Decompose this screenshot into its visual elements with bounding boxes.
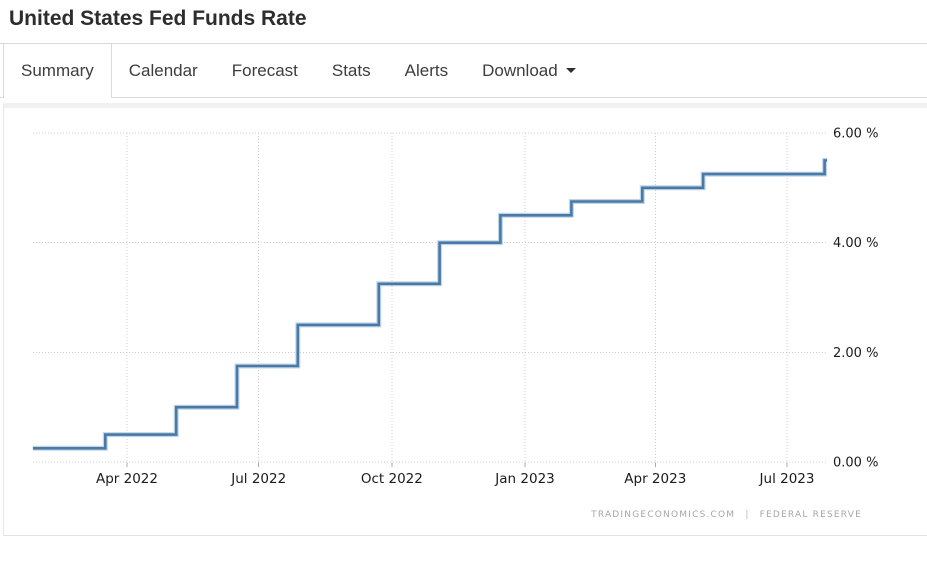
y-axis-tick-label: 4.00 %: [833, 236, 878, 251]
y-axis-tick-label: 6.00 %: [833, 127, 878, 142]
tab-stats[interactable]: Stats: [314, 44, 388, 97]
tab-forecast[interactable]: Forecast: [214, 44, 315, 97]
y-axis-tick-label: 0.00 %: [833, 456, 878, 471]
tab-alerts[interactable]: Alerts: [387, 44, 466, 97]
tab-forecast-label: Forecast: [231, 60, 298, 80]
page-title: United States Fed Funds Rate: [9, 7, 307, 30]
tab-summary[interactable]: Summary: [3, 44, 112, 98]
chart-attribution: TRADINGECONOMICS.COM | FEDERAL RESERVE: [591, 510, 862, 520]
tab-stats-label: Stats: [331, 60, 371, 80]
axis-labels: 0.00 % 2.00 % 4.00 % 6.00 % Apr 2022 Jul 2022…: [96, 127, 878, 488]
tab-download-label: Download: [482, 60, 558, 80]
tab-calendar-label: Calendar: [128, 60, 198, 80]
tab-bar: Summary Calendar Forecast Stats Alerts D…: [0, 44, 927, 98]
x-axis-tick-label: Jan 2023: [494, 471, 554, 487]
y-axis-tick-label: 2.00 %: [833, 346, 878, 361]
attribution-source: FEDERAL RESERVE: [759, 510, 862, 520]
attribution-divider: |: [745, 510, 750, 520]
tab-calendar[interactable]: Calendar: [111, 44, 215, 97]
x-axis-tick-label: Jul 2022: [230, 471, 286, 487]
x-axis-tick-label: Apr 2023: [624, 471, 686, 487]
tab-alerts-label: Alerts: [404, 60, 449, 80]
page-header: United States Fed Funds Rate: [0, 0, 927, 44]
tab-download[interactable]: Download: [465, 44, 593, 97]
attribution-site: TRADINGECONOMICS.COM: [591, 510, 736, 520]
tab-summary-label: Summary: [21, 60, 94, 80]
x-axis-tick-label: Oct 2022: [361, 471, 423, 487]
x-axis-tick-label: Apr 2022: [96, 471, 158, 487]
x-axis-tick-label: Jul 2023: [759, 471, 815, 487]
series-line: [32, 157, 828, 451]
caret-down-icon: [565, 68, 576, 73]
gridlines: [33, 132, 826, 467]
